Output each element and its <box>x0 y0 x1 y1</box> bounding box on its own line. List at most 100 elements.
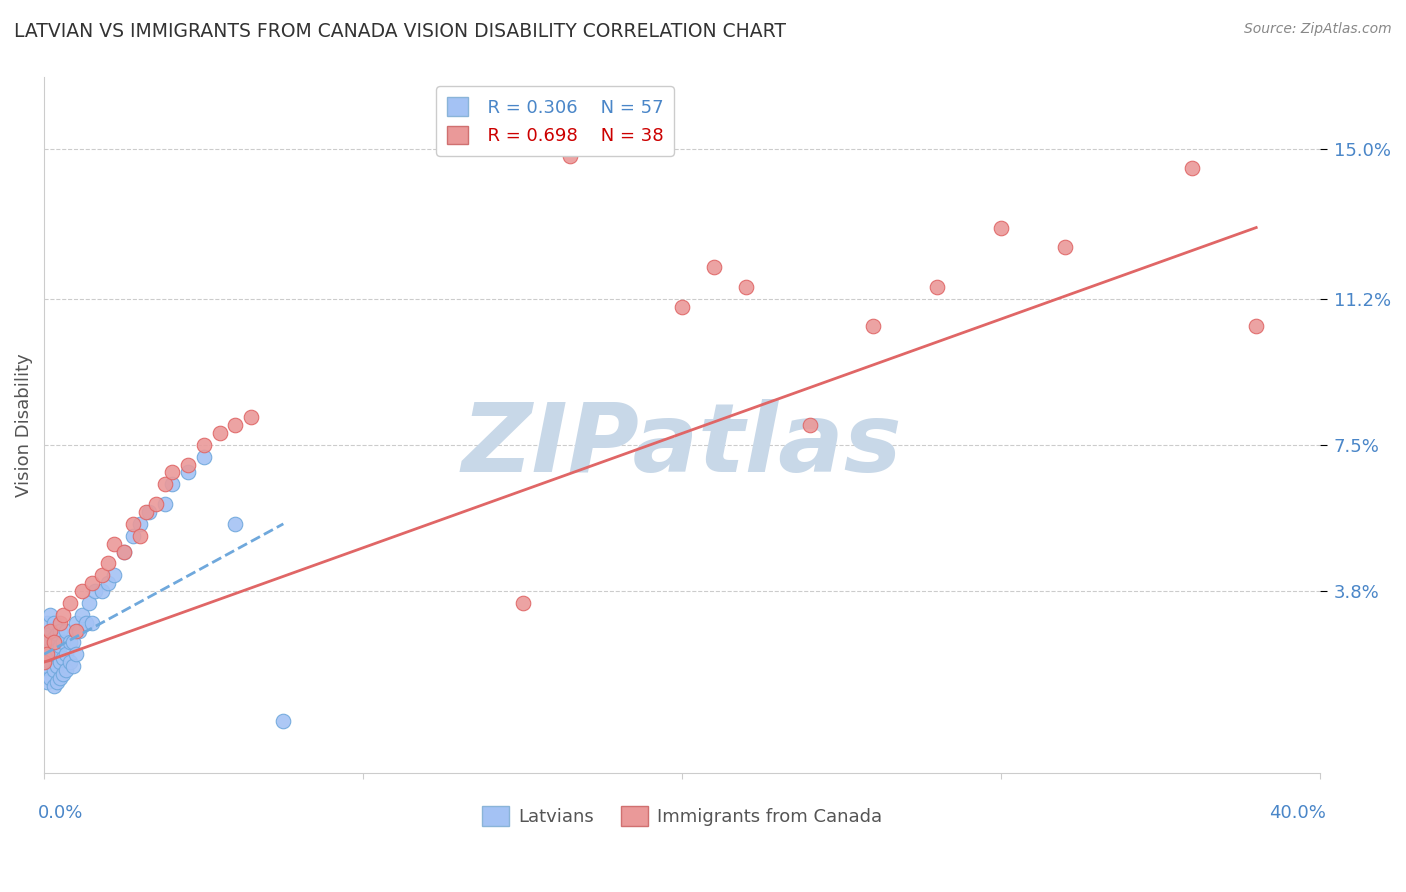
Point <box>42 647 65 661</box>
Point <box>37 647 59 661</box>
Point <box>39 655 62 669</box>
Point <box>135 505 157 519</box>
Point <box>77 596 100 610</box>
Point <box>49 655 72 669</box>
Point <box>39 643 62 657</box>
Point <box>45 643 67 657</box>
Point <box>112 544 135 558</box>
Point <box>32 655 55 669</box>
Point <box>45 627 67 641</box>
Point <box>1181 161 1204 176</box>
Point <box>42 615 65 630</box>
Point <box>39 627 62 641</box>
Point <box>65 624 87 638</box>
Point <box>42 635 65 649</box>
Point <box>42 632 65 646</box>
Text: Source: ZipAtlas.com: Source: ZipAtlas.com <box>1244 22 1392 37</box>
Point <box>703 260 725 274</box>
Point <box>112 544 135 558</box>
Point <box>49 624 72 638</box>
Point <box>176 466 198 480</box>
Point <box>97 557 120 571</box>
Point <box>160 466 183 480</box>
Point <box>52 607 75 622</box>
Point <box>1244 319 1267 334</box>
Point <box>224 516 246 531</box>
Point <box>84 584 107 599</box>
Point <box>155 497 177 511</box>
Point <box>512 596 534 610</box>
Point <box>176 458 198 472</box>
Point <box>80 615 103 630</box>
Point <box>37 647 59 661</box>
Point <box>65 647 87 661</box>
Point <box>55 624 77 638</box>
Point <box>97 576 120 591</box>
Point <box>52 651 75 665</box>
Point <box>72 584 94 599</box>
Point <box>45 674 67 689</box>
Point <box>59 655 82 669</box>
Point <box>45 659 67 673</box>
Point <box>32 655 55 669</box>
Point <box>37 632 59 646</box>
Point <box>734 280 756 294</box>
Point <box>128 516 150 531</box>
Point <box>193 438 215 452</box>
Point <box>224 418 246 433</box>
Point <box>32 635 55 649</box>
Point <box>90 568 112 582</box>
Point <box>49 671 72 685</box>
Point <box>52 635 75 649</box>
Text: ZIPatlas: ZIPatlas <box>461 400 903 492</box>
Point <box>37 659 59 673</box>
Point <box>103 568 125 582</box>
Point <box>55 647 77 661</box>
Point <box>90 584 112 599</box>
Point <box>122 529 145 543</box>
Point <box>671 300 693 314</box>
Text: 0.0%: 0.0% <box>38 804 83 822</box>
Point <box>122 516 145 531</box>
Point <box>49 615 72 630</box>
Point <box>862 319 884 334</box>
Point <box>193 450 215 464</box>
Text: 40.0%: 40.0% <box>1270 804 1326 822</box>
Point <box>103 536 125 550</box>
Point <box>39 607 62 622</box>
Point <box>52 667 75 681</box>
Point <box>128 529 150 543</box>
Point <box>32 647 55 661</box>
Point <box>39 624 62 638</box>
Point <box>55 663 77 677</box>
Point <box>560 149 582 163</box>
Point <box>145 497 167 511</box>
Point <box>59 596 82 610</box>
Point <box>49 640 72 654</box>
Point <box>160 477 183 491</box>
Text: LATVIAN VS IMMIGRANTS FROM CANADA VISION DISABILITY CORRELATION CHART: LATVIAN VS IMMIGRANTS FROM CANADA VISION… <box>14 22 786 41</box>
Point <box>240 410 263 425</box>
Point <box>42 663 65 677</box>
Y-axis label: Vision Disability: Vision Disability <box>15 353 32 497</box>
Legend: Latvians, Immigrants from Canada: Latvians, Immigrants from Canada <box>475 799 890 833</box>
Point <box>37 674 59 689</box>
Point <box>72 607 94 622</box>
Point <box>75 615 97 630</box>
Point <box>799 418 821 433</box>
Point <box>1053 240 1076 254</box>
Point <box>62 659 84 673</box>
Point <box>80 576 103 591</box>
Point <box>59 635 82 649</box>
Point <box>39 671 62 685</box>
Point <box>32 663 55 677</box>
Point <box>67 624 90 638</box>
Point <box>208 425 231 440</box>
Point <box>138 505 160 519</box>
Point <box>927 280 949 294</box>
Point <box>37 615 59 630</box>
Point <box>155 477 177 491</box>
Point <box>990 220 1012 235</box>
Point <box>273 714 295 729</box>
Point <box>42 679 65 693</box>
